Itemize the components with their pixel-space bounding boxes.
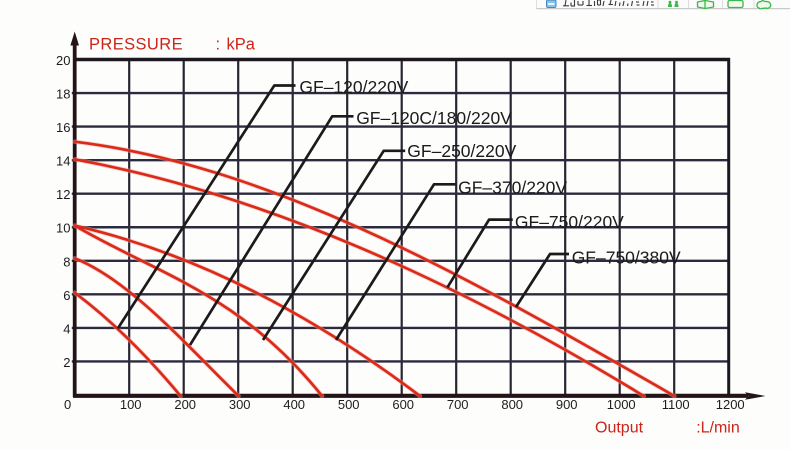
svg-text:14: 14 bbox=[56, 154, 70, 169]
svg-text:2: 2 bbox=[63, 355, 70, 370]
svg-text:Output: Output bbox=[595, 420, 644, 437]
svg-text:700: 700 bbox=[447, 397, 469, 412]
svg-text:500: 500 bbox=[338, 397, 360, 412]
svg-text:1100: 1100 bbox=[662, 397, 690, 412]
svg-text:GF–250/220V: GF–250/220V bbox=[407, 141, 516, 161]
svg-text:400: 400 bbox=[283, 397, 305, 412]
svg-text:10: 10 bbox=[56, 221, 70, 236]
svg-text:8: 8 bbox=[63, 254, 70, 269]
svg-text:200: 200 bbox=[174, 397, 196, 412]
svg-text:kPa: kPa bbox=[227, 36, 256, 54]
svg-text:900: 900 bbox=[556, 397, 578, 412]
svg-text:600: 600 bbox=[392, 397, 414, 412]
svg-text:300: 300 bbox=[229, 397, 251, 412]
svg-text::: : bbox=[216, 36, 221, 54]
svg-text:1200: 1200 bbox=[716, 397, 745, 412]
svg-text:100: 100 bbox=[120, 397, 142, 412]
svg-text:20: 20 bbox=[56, 53, 70, 68]
svg-text:1000: 1000 bbox=[607, 397, 636, 412]
svg-text:0: 0 bbox=[64, 397, 71, 412]
svg-text:GF–120/220V: GF–120/220V bbox=[299, 77, 408, 97]
svg-text:16: 16 bbox=[56, 120, 70, 135]
svg-text:12: 12 bbox=[56, 187, 70, 202]
svg-text:GF–750/220V: GF–750/220V bbox=[515, 212, 624, 232]
svg-text:800: 800 bbox=[501, 397, 523, 412]
svg-text:PRESSURE: PRESSURE bbox=[89, 36, 183, 54]
svg-text:GF–750/380V: GF–750/380V bbox=[572, 248, 681, 268]
svg-text::L/min: :L/min bbox=[696, 420, 740, 437]
svg-text:GF–370/220V: GF–370/220V bbox=[458, 178, 567, 198]
svg-text:6: 6 bbox=[63, 288, 70, 303]
svg-text:18: 18 bbox=[56, 87, 70, 102]
svg-text:4: 4 bbox=[63, 321, 70, 336]
svg-text:GF–120C/180/220V: GF–120C/180/220V bbox=[356, 108, 512, 128]
